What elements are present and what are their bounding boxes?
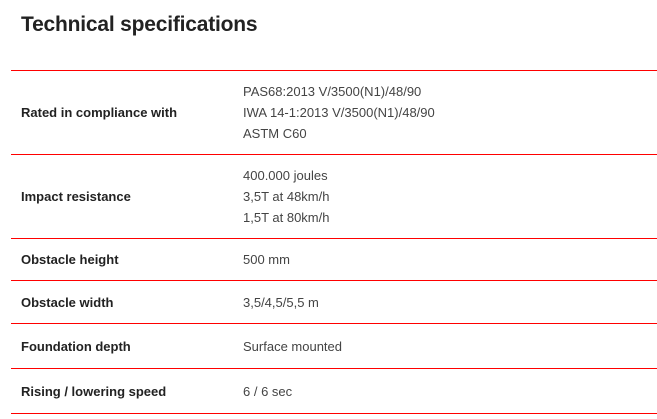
value-line: 1,5T at 80km/h bbox=[243, 210, 330, 225]
page-title: Technical specifications bbox=[21, 13, 258, 36]
value-line: 400.000 joules bbox=[243, 168, 328, 183]
spec-value: 6 / 6 sec bbox=[243, 383, 293, 399]
spec-value: 400.000 joules 3,5T at 48km/h 1,5T at 80… bbox=[243, 165, 329, 228]
spec-value: 500 mm bbox=[243, 252, 290, 267]
spec-value: PAS68:2013 V/3500(N1)/48/90 IWA 14-1:201… bbox=[243, 81, 435, 144]
value-line: IWA 14-1:2013 V/3500(N1)/48/90 bbox=[243, 105, 435, 120]
spec-label: Rising / lowering speed bbox=[21, 383, 167, 399]
spec-value: 3,5/4,5/5,5 m bbox=[243, 294, 319, 310]
table-row: Rising / lowering speed 6 / 6 sec bbox=[11, 369, 657, 414]
spec-label: Obstacle height bbox=[21, 252, 119, 267]
table-row: Rated in compliance with PAS68:2013 V/35… bbox=[11, 71, 657, 155]
value-line: ASTM C60 bbox=[243, 126, 307, 141]
table-row: Foundation depth Surface mounted bbox=[11, 324, 657, 369]
spec-label: Impact resistance bbox=[21, 189, 131, 204]
table-row: Impact resistance 400.000 joules 3,5T at… bbox=[11, 155, 657, 239]
spec-value: Surface mounted bbox=[243, 338, 343, 354]
value-line: 3,5T at 48km/h bbox=[243, 189, 330, 204]
spec-table: Rated in compliance with PAS68:2013 V/35… bbox=[11, 70, 657, 414]
table-row: Obstacle height 500 mm bbox=[11, 239, 657, 281]
spec-label: Obstacle width bbox=[21, 294, 114, 310]
spec-label: Rated in compliance with bbox=[21, 105, 178, 120]
table-row: Obstacle width 3,5/4,5/5,5 m bbox=[11, 281, 657, 324]
value-line: PAS68:2013 V/3500(N1)/48/90 bbox=[243, 84, 422, 99]
spec-label: Foundation depth bbox=[21, 338, 131, 354]
